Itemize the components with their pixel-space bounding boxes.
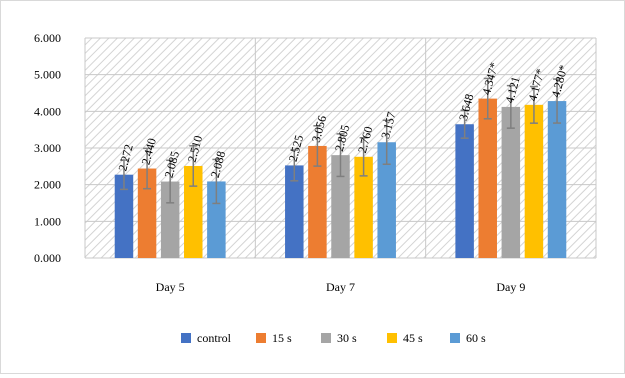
y-tick-label: 0.000 bbox=[34, 251, 61, 265]
bar bbox=[331, 155, 350, 258]
legend-swatch bbox=[450, 333, 460, 343]
bar bbox=[354, 156, 373, 258]
data-label: 2.272 bbox=[115, 143, 136, 173]
data-label: 2.510 bbox=[185, 134, 206, 164]
legend-label: 30 s bbox=[337, 331, 357, 345]
y-tick-label: 6.000 bbox=[34, 31, 61, 45]
data-label: 2.085 bbox=[162, 150, 183, 180]
bar bbox=[184, 165, 203, 258]
y-tick-label: 4.000 bbox=[34, 104, 61, 118]
legend-swatch bbox=[256, 333, 266, 343]
bar bbox=[524, 104, 544, 259]
bar bbox=[478, 98, 497, 258]
bar bbox=[114, 174, 134, 258]
data-label: 2.525 bbox=[286, 133, 307, 163]
y-tick-label: 2.000 bbox=[34, 178, 61, 192]
x-tick-label: Day 9 bbox=[496, 280, 525, 294]
data-label: 3.056 bbox=[309, 114, 330, 144]
data-label: 2.805 bbox=[332, 123, 353, 153]
legend-label: control bbox=[197, 331, 232, 345]
bar bbox=[547, 101, 567, 258]
data-label: 2.760 bbox=[355, 125, 376, 155]
y-tick-label: 1.000 bbox=[34, 214, 61, 228]
bar bbox=[308, 145, 327, 258]
data-label: 3.648 bbox=[456, 92, 477, 122]
data-label: 2.440 bbox=[138, 137, 159, 167]
bar bbox=[207, 181, 226, 258]
bar bbox=[285, 165, 304, 258]
bar bbox=[377, 142, 396, 258]
legend-label: 15 s bbox=[272, 331, 292, 345]
y-tick-label: 3.000 bbox=[34, 141, 61, 155]
bar bbox=[455, 124, 474, 259]
bar bbox=[137, 168, 157, 258]
data-label: 3.157 bbox=[378, 110, 399, 140]
legend-label: 45 s bbox=[403, 331, 423, 345]
data-label: 4.121 bbox=[502, 75, 523, 105]
y-tick-label: 5.000 bbox=[34, 68, 61, 82]
legend-label: 60 s bbox=[466, 331, 486, 345]
legend-swatch bbox=[387, 333, 397, 343]
x-tick-label: Day 5 bbox=[156, 280, 185, 294]
bar bbox=[501, 106, 521, 258]
legend-swatch bbox=[321, 333, 331, 343]
data-label: 2.088 bbox=[208, 150, 229, 180]
legend-swatch bbox=[181, 333, 191, 343]
bar bbox=[160, 181, 180, 258]
x-tick-label: Day 7 bbox=[326, 280, 355, 294]
